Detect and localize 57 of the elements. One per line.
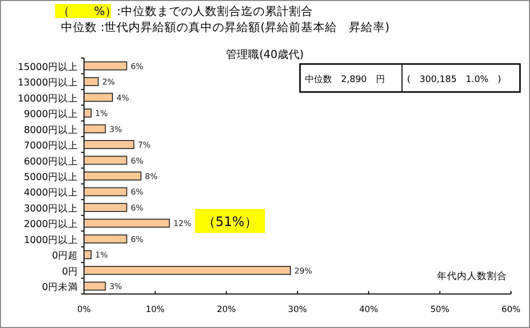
x-tick-label: 60%	[502, 305, 520, 315]
text: 中位数 :世代内昇給額の真中の昇給額(昇給前基本給 昇給率)	[61, 20, 390, 34]
data-label: 1%	[95, 109, 108, 118]
annotation: 中位数 2,890 円	[305, 74, 385, 85]
bar	[84, 218, 170, 228]
y-tick-label: 9000円以上	[24, 108, 78, 120]
data-label: 1%	[95, 250, 108, 260]
data-label: 2%	[102, 78, 116, 87]
y-tick-label: 0円	[62, 266, 78, 278]
x-tick-label: 30%	[288, 305, 307, 315]
bar	[84, 156, 128, 165]
data-label: 6%	[130, 188, 144, 197]
annotation: （51%）	[202, 215, 258, 230]
x-tick-label: 40%	[359, 305, 378, 315]
data-label: 6%	[130, 156, 144, 166]
annotation: ( 300,185 1.0% )	[407, 75, 502, 85]
x-tick-label: 50%	[430, 305, 450, 315]
bar	[84, 61, 128, 70]
y-tick-label: 1000円以上	[24, 234, 78, 246]
y-tick-label: 8000円以上	[24, 124, 78, 136]
x-tick-label: 20%	[216, 305, 236, 315]
bar	[84, 202, 128, 212]
y-tick-label: 15000円以上	[18, 60, 78, 73]
bar	[84, 77, 99, 86]
chart-title: 管理職(40歳代)	[226, 48, 304, 61]
x-tick-label: 0%	[77, 305, 91, 315]
bar	[84, 187, 128, 196]
bar	[84, 234, 128, 244]
y-tick-label: 2000円以上	[24, 218, 78, 230]
x-tick-label: 10%	[146, 305, 165, 315]
data-label: 3%	[109, 124, 122, 134]
data-label: 6%	[130, 203, 144, 212]
y-tick-label: 0円未満	[42, 281, 78, 294]
bar	[84, 140, 134, 150]
y-tick-label: 4000円以上	[24, 186, 78, 199]
data-label: 3%	[109, 282, 122, 292]
data-label: 12%	[173, 219, 192, 228]
y-tick-label: 6000円以上	[24, 155, 78, 168]
y-tick-label: 10000円以上	[18, 92, 78, 104]
data-label: 6%	[130, 62, 144, 71]
data-label: 8%	[144, 172, 158, 181]
y-tick-label: 0円超	[52, 250, 78, 262]
y-tick-label: 5000円以上	[24, 171, 78, 183]
bar	[84, 92, 113, 102]
x-axis-title: 年代内人数割合	[437, 270, 507, 282]
data-label: 29%	[294, 266, 313, 276]
y-tick-label: 7000円以上	[24, 140, 78, 152]
y-tick-label: 3000円以上	[24, 202, 78, 214]
text: （ %）:中位数までの人数割合迄の累計割合	[58, 4, 313, 18]
y-tick-label: 13000円以上	[18, 76, 78, 89]
data-label: 4%	[116, 93, 130, 102]
bar	[84, 282, 106, 291]
bar	[84, 124, 106, 134]
bar	[84, 266, 291, 275]
data-label: 6%	[130, 234, 144, 244]
bar	[84, 172, 142, 180]
data-label: 7%	[138, 140, 151, 150]
